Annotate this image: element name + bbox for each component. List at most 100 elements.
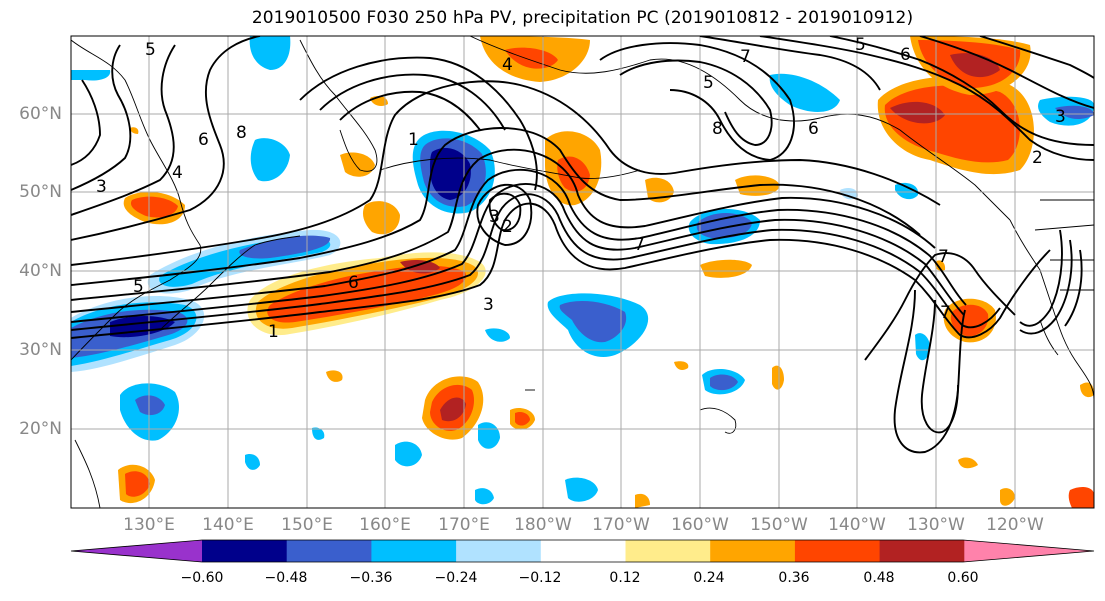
pv-contour [864,252,1016,361]
colorbar-tick-label: 0.60 [947,570,979,586]
pv-contour [319,73,506,131]
pv-contour [829,36,1094,146]
lat-label: 40°N [19,261,62,281]
positive-anomaly [340,152,375,177]
contour-label: 8 [712,119,723,139]
positive-anomaly [635,493,650,508]
pv-contour [619,59,773,146]
colorbar-segment [371,540,457,562]
pv-contour [1019,239,1073,335]
pv-contour [339,90,481,131]
negative-anomaly [840,188,858,200]
lon-label: 180°W [514,515,572,535]
lon-label: 170°W [592,515,650,535]
pv-contour [71,183,965,323]
contour-label: 7 [938,247,949,267]
coastline-asia [71,39,202,361]
contour-label: 6 [348,273,359,293]
pv-contour [699,36,881,91]
contour-label: 8 [236,123,247,143]
colorbar-tick-label: −0.24 [434,570,478,586]
negative-anomaly [395,441,422,467]
contour-label: 6 [900,45,911,65]
positive-anomaly [700,259,752,278]
coastline-baja [1039,319,1059,356]
colorbar-tick-label: −0.36 [349,570,393,586]
contour-label: 1 [268,322,279,342]
pv-contour [599,42,795,161]
positive-anomaly [934,260,946,271]
colorbar-segment [710,540,796,562]
pv-contour [71,44,176,216]
positive-anomaly [890,101,945,124]
colorbar-segment [456,540,542,562]
lon-label: 160°E [359,515,411,535]
negative-anomaly [312,427,325,440]
contour-label: 3 [483,295,494,315]
colorbar-tick-label: 0.48 [863,570,895,586]
lon-label: 120°W [986,515,1044,535]
pv-contour [71,44,132,191]
contour-label: 3 [96,177,107,197]
colorbar-segment [794,540,881,562]
contour-label: 2 [1032,148,1043,168]
coastline-philippines [74,439,101,508]
positive-anomaly [125,471,150,497]
positive-anomaly [958,457,978,469]
lon-label: 170°E [438,515,490,535]
pv-contour [488,192,522,232]
positive-anomaly [440,397,466,422]
map-frame [70,35,1095,509]
positive-anomaly [505,47,558,69]
coastline-kamchatka [299,39,378,172]
colorbar-tick-label: 0.24 [693,570,725,586]
colorbar-tick-label: −0.60 [180,570,224,586]
colorbar-tick-label: −0.12 [518,570,562,586]
negative-anomaly [475,488,494,505]
pv-contour [71,168,967,313]
colorbar [70,539,1095,563]
negative-anomaly [485,328,510,342]
negative-anomaly [245,454,260,470]
negative-anomaly [769,73,840,112]
colorbar-segment [540,540,626,562]
pv-contour [759,36,1094,161]
lon-label: 150°W [750,515,808,535]
lon-label: 140°W [828,515,886,535]
pv-contour [1064,249,1083,327]
negative-anomaly [1055,105,1094,120]
coastline-japan [159,235,301,331]
negative-anomaly [135,395,165,416]
colorbar-segment [286,540,372,562]
contour-label: 3 [489,207,500,227]
map-grid [71,36,1094,508]
contour-label: 7 [740,47,751,67]
positive-anomaly [326,370,343,382]
pv-contour [1019,229,1063,327]
contour-label: 2 [502,217,513,237]
lon-label: 150°E [281,515,333,535]
lat-label: 60°N [19,104,62,124]
map-plot-area: 5 5 7 5 6 6 1 2 3 3 4 6 8 7 3 2 6 3 1 7 … [71,36,1094,508]
colorbar-segment [202,540,288,562]
colorbar-segment [625,540,711,562]
pv-contour [71,36,261,241]
contour-label: 4 [502,55,513,75]
contour-label: 7 [634,235,645,255]
negative-anomaly [249,36,291,70]
map-title: 2019010500 F030 250 hPa PV, precipitatio… [251,8,914,28]
negative-anomaly [895,182,919,200]
coastline-alaska [469,36,1011,221]
lon-label: 160°W [671,515,729,535]
pv-contour [979,36,1094,79]
positive-anomaly [515,411,530,426]
positive-anomaly [130,196,178,218]
pv-contour [71,148,936,301]
pv-contour [71,79,101,166]
lat-label: 50°N [19,182,62,202]
pv-contours [71,36,1094,454]
colorbar-extend-low [71,540,202,562]
contour-label: 5 [133,277,144,297]
colorbar-tick-label: 0.36 [778,570,810,586]
